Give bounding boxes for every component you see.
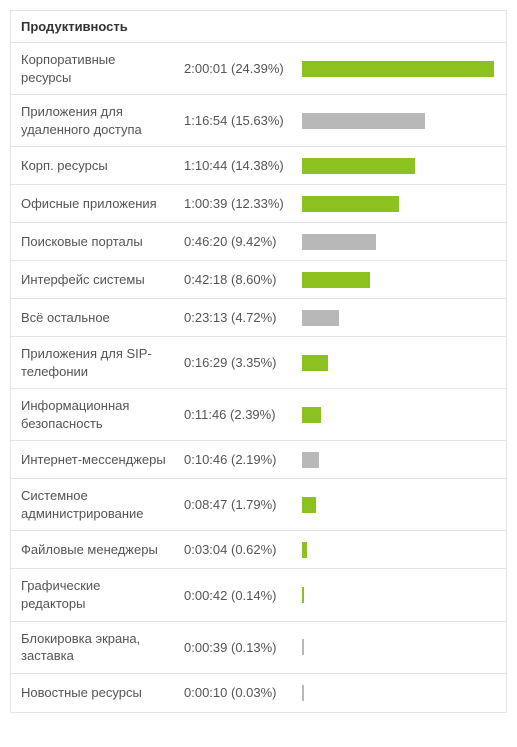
time-value: 1:16:54 (15.63%) xyxy=(176,105,298,136)
table-row: Информационная безопасность0:11:46 (2.39… xyxy=(11,389,506,441)
bar-track xyxy=(302,355,494,371)
bar-cell xyxy=(298,399,506,431)
bar-fill xyxy=(302,355,328,371)
table-row: Корпоративные ресурсы2:00:01 (24.39%) xyxy=(11,43,506,95)
time-value: 0:11:46 (2.39%) xyxy=(176,399,298,430)
panel-title: Продуктивность xyxy=(11,11,506,43)
bar-fill xyxy=(302,234,376,250)
time-value: 0:03:04 (0.62%) xyxy=(176,534,298,565)
category-label: Графические редакторы xyxy=(11,569,176,620)
table-row: Системное администрирование0:08:47 (1.79… xyxy=(11,479,506,531)
bar-cell xyxy=(298,150,506,182)
bar-track xyxy=(302,685,494,701)
rows-container: Корпоративные ресурсы2:00:01 (24.39%)При… xyxy=(11,43,506,712)
bar-fill xyxy=(302,407,321,423)
bar-fill xyxy=(302,61,494,77)
bar-fill xyxy=(302,685,304,701)
bar-fill xyxy=(302,639,304,655)
bar-cell xyxy=(298,347,506,379)
category-label: Приложения для SIP-телефонии xyxy=(11,337,176,388)
time-value: 0:23:13 (4.72%) xyxy=(176,302,298,333)
bar-cell xyxy=(298,53,506,85)
bar-track xyxy=(302,158,494,174)
bar-track xyxy=(302,196,494,212)
bar-fill xyxy=(302,158,415,174)
category-label: Офисные приложения xyxy=(11,187,176,221)
bar-fill xyxy=(302,310,339,326)
time-value: 1:10:44 (14.38%) xyxy=(176,150,298,181)
bar-cell xyxy=(298,302,506,334)
bar-track xyxy=(302,272,494,288)
category-label: Блокировка экрана, заставка xyxy=(11,622,176,673)
bar-cell xyxy=(298,188,506,220)
category-label: Интернет-мессенджеры xyxy=(11,443,176,477)
bar-cell xyxy=(298,579,506,611)
category-label: Всё остальное xyxy=(11,301,176,335)
time-value: 0:10:46 (2.19%) xyxy=(176,444,298,475)
time-value: 1:00:39 (12.33%) xyxy=(176,188,298,219)
category-label: Интерфейс системы xyxy=(11,263,176,297)
category-label: Системное администрирование xyxy=(11,479,176,530)
bar-fill xyxy=(302,497,316,513)
category-label: Файловые менеджеры xyxy=(11,533,176,567)
bar-fill xyxy=(302,113,425,129)
time-value: 0:08:47 (1.79%) xyxy=(176,489,298,520)
bar-track xyxy=(302,113,494,129)
bar-cell xyxy=(298,264,506,296)
time-value: 0:42:18 (8.60%) xyxy=(176,264,298,295)
bar-track xyxy=(302,639,494,655)
bar-track xyxy=(302,452,494,468)
table-row: Интерфейс системы0:42:18 (8.60%) xyxy=(11,261,506,299)
table-row: Новостные ресурсы0:00:10 (0.03%) xyxy=(11,674,506,712)
time-value: 0:00:10 (0.03%) xyxy=(176,677,298,708)
category-label: Корпоративные ресурсы xyxy=(11,43,176,94)
table-row: Корп. ресурсы1:10:44 (14.38%) xyxy=(11,147,506,185)
bar-cell xyxy=(298,226,506,258)
table-row: Приложения для удаленного доступа1:16:54… xyxy=(11,95,506,147)
table-row: Файловые менеджеры0:03:04 (0.62%) xyxy=(11,531,506,569)
bar-cell xyxy=(298,631,506,663)
time-value: 0:00:39 (0.13%) xyxy=(176,632,298,663)
table-row: Графические редакторы0:00:42 (0.14%) xyxy=(11,569,506,621)
bar-fill xyxy=(302,272,370,288)
bar-cell xyxy=(298,105,506,137)
bar-track xyxy=(302,407,494,423)
bar-cell xyxy=(298,489,506,521)
table-row: Поисковые порталы0:46:20 (9.42%) xyxy=(11,223,506,261)
bar-track xyxy=(302,234,494,250)
category-label: Приложения для удаленного доступа xyxy=(11,95,176,146)
category-label: Поисковые порталы xyxy=(11,225,176,259)
time-value: 0:00:42 (0.14%) xyxy=(176,580,298,611)
table-row: Всё остальное0:23:13 (4.72%) xyxy=(11,299,506,337)
bar-fill xyxy=(302,542,307,558)
table-row: Приложения для SIP-телефонии0:16:29 (3.3… xyxy=(11,337,506,389)
bar-track xyxy=(302,497,494,513)
time-value: 2:00:01 (24.39%) xyxy=(176,53,298,84)
bar-fill xyxy=(302,196,399,212)
bar-fill xyxy=(302,452,319,468)
time-value: 0:46:20 (9.42%) xyxy=(176,226,298,257)
bar-track xyxy=(302,310,494,326)
bar-cell xyxy=(298,444,506,476)
bar-cell xyxy=(298,534,506,566)
bar-cell xyxy=(298,677,506,709)
bar-fill xyxy=(302,587,304,603)
table-row: Блокировка экрана, заставка0:00:39 (0.13… xyxy=(11,622,506,674)
bar-track xyxy=(302,61,494,77)
productivity-panel: Продуктивность Корпоративные ресурсы2:00… xyxy=(10,10,507,713)
category-label: Корп. ресурсы xyxy=(11,149,176,183)
category-label: Новостные ресурсы xyxy=(11,676,176,710)
table-row: Офисные приложения1:00:39 (12.33%) xyxy=(11,185,506,223)
bar-track xyxy=(302,542,494,558)
bar-track xyxy=(302,587,494,603)
time-value: 0:16:29 (3.35%) xyxy=(176,347,298,378)
table-row: Интернет-мессенджеры0:10:46 (2.19%) xyxy=(11,441,506,479)
category-label: Информационная безопасность xyxy=(11,389,176,440)
